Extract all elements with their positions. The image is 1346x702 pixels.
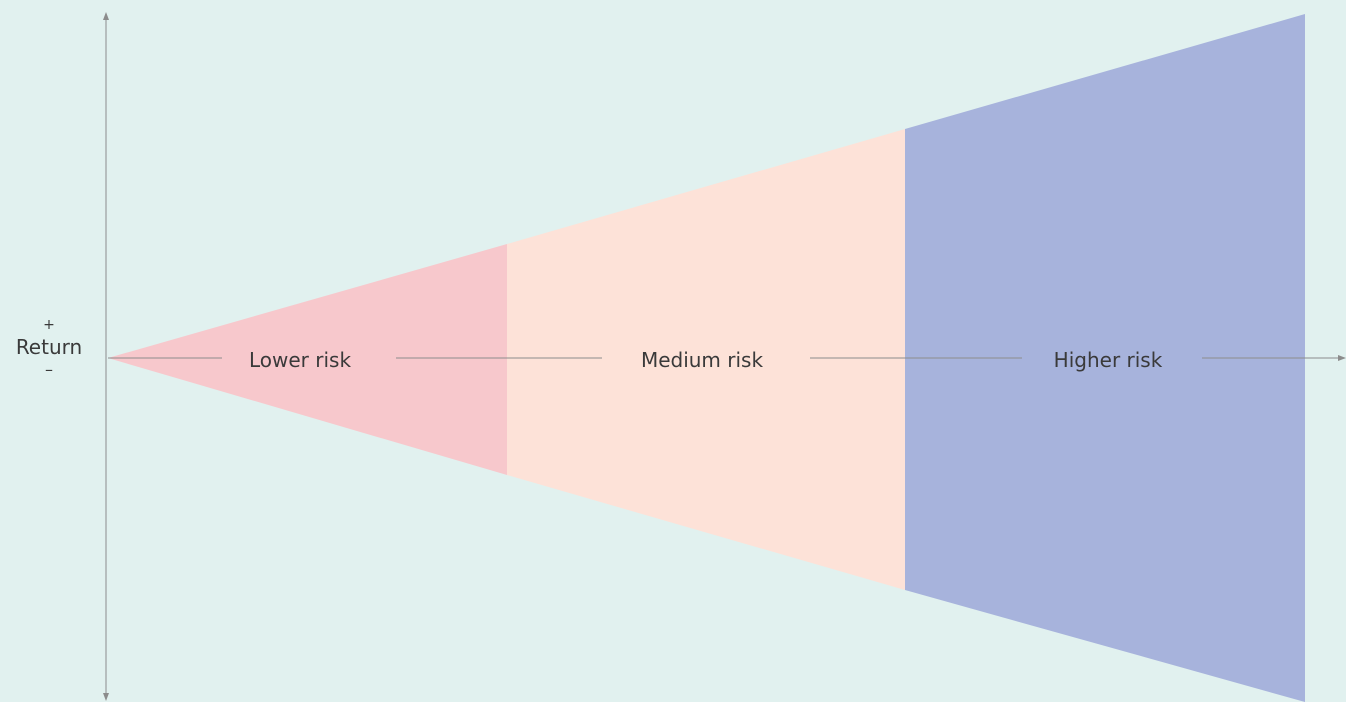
medium-risk-label: Medium risk	[640, 348, 764, 372]
zone-higher-risk-shape	[905, 14, 1305, 702]
lower-risk-label: Lower risk	[248, 348, 352, 372]
return-minus-sign: –	[45, 360, 53, 379]
zone-lower-risk-shape	[108, 244, 507, 475]
higher-risk-label: Higher risk	[1053, 348, 1163, 372]
y-axis-arrow-down	[103, 693, 109, 701]
y-axis-arrow-up	[103, 12, 109, 20]
x-axis-arrow-right	[1338, 355, 1346, 361]
return-plus-sign: +	[43, 317, 55, 333]
zone-medium-risk-shape	[507, 129, 905, 590]
return-label: Return	[15, 335, 83, 359]
return-axis-label: + Return –	[0, 316, 98, 380]
